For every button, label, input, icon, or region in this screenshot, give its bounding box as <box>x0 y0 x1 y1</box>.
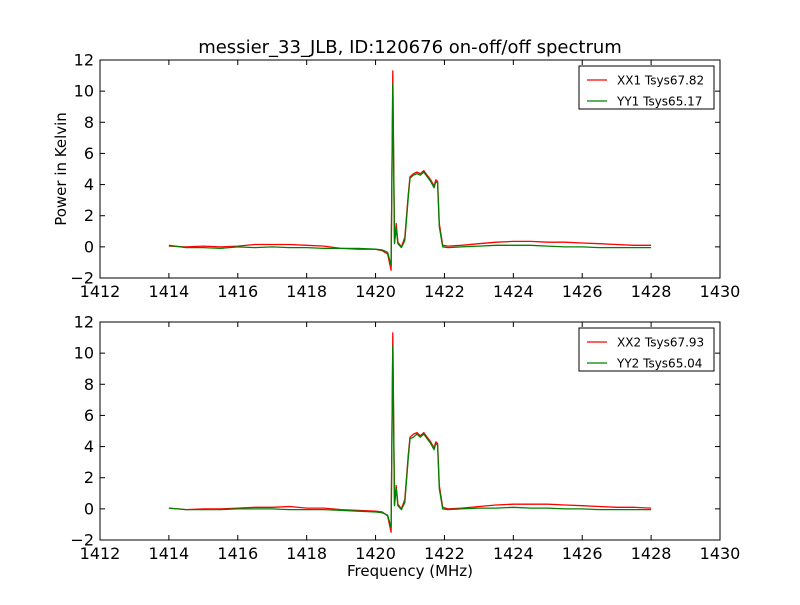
x-tick-label: 1422 <box>424 544 465 563</box>
x-tick-label: 1426 <box>562 544 603 563</box>
series-line-2-2 <box>168 344 652 529</box>
x-tick-label: 1420 <box>355 282 396 301</box>
series-line-2-1 <box>168 332 652 533</box>
x-tick-label: 1412 <box>80 282 121 301</box>
legend-box <box>578 65 715 110</box>
y-tick-label: −2 <box>70 269 94 288</box>
x-tick-label: 1412 <box>80 544 121 563</box>
y-tick-label: 2 <box>84 206 94 225</box>
y-tick-label: 10 <box>74 82 94 101</box>
x-tick-label: 1424 <box>493 282 534 301</box>
axes-frame-2 <box>99 321 721 541</box>
y-tick-label: 4 <box>84 437 94 456</box>
y-tick-label: 2 <box>84 468 94 487</box>
x-tick-label: 1426 <box>562 282 603 301</box>
x-tick-label: 1428 <box>631 282 672 301</box>
chart-title: messier_33_JLB, ID:120676 on-off/off spe… <box>198 37 622 58</box>
subplot-2: 1412 1414 1416 1418 1420 1422 1424 1426 1428 1430… <box>70 313 740 564</box>
y-tick-label: 12 <box>74 313 94 332</box>
x-tick-label: 1416 <box>217 282 258 301</box>
legend-label-2: YY2 Tsys65.04 <box>616 357 702 371</box>
x-tick-label: 1430 <box>700 544 741 563</box>
y-axis-label: Power in Kelvin <box>52 112 70 226</box>
x-axis-label: Frequency (MHz) <box>347 562 473 580</box>
x-tick-label: 1422 <box>424 282 465 301</box>
y-tick-label: 10 <box>74 344 94 363</box>
series-line-1-2 <box>168 82 652 267</box>
legend-label-1: XX1 Tsys67.82 <box>617 74 704 88</box>
y-tick-label: 12 <box>74 51 94 70</box>
x-tick-label: 1414 <box>149 282 190 301</box>
legend-label-1: XX2 Tsys67.93 <box>617 336 704 350</box>
x-tick-label: 1424 <box>493 544 534 563</box>
y-tick-label: 8 <box>84 113 94 132</box>
x-tick-label: 1416 <box>217 544 258 563</box>
x-tick-label: 1418 <box>286 544 327 563</box>
x-tick-label: 1420 <box>355 544 396 563</box>
y-tick-label: 4 <box>84 175 94 194</box>
series-line-1-1 <box>168 70 652 271</box>
legend-label-2: YY1 Tsys65.17 <box>616 95 702 109</box>
legend-1: XX1 Tsys67.82 YY1 Tsys65.17 <box>578 65 715 110</box>
y-tick-label: 6 <box>84 406 94 425</box>
y-tick-label: −2 <box>70 531 94 550</box>
y-tick-label: 0 <box>84 237 94 256</box>
legend-box <box>578 327 715 372</box>
subplot-1: 1412 1414 1416 1418 1420 1422 1424 1426 1428 1430… <box>70 51 740 302</box>
x-tick-label: 1428 <box>631 544 672 563</box>
axes-frame-1 <box>99 59 721 279</box>
y-tick-label: 0 <box>84 499 94 518</box>
legend-2: XX2 Tsys67.93 YY2 Tsys65.04 <box>578 327 715 372</box>
x-tick-label: 1430 <box>700 282 741 301</box>
y-tick-label: 8 <box>84 375 94 394</box>
y-tick-label: 6 <box>84 144 94 163</box>
x-tick-label: 1418 <box>286 282 327 301</box>
x-tick-label: 1414 <box>149 544 190 563</box>
